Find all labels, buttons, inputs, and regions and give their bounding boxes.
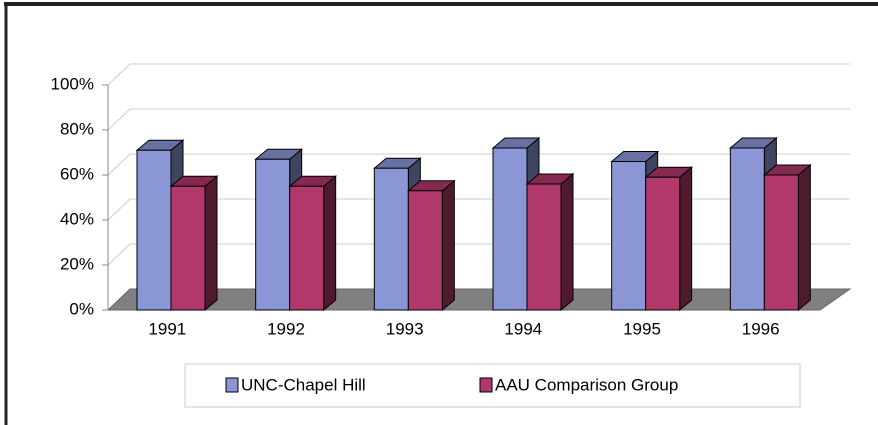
y-tick-label: 80% (60, 119, 94, 138)
grid-line (107, 108, 850, 131)
bar-side (679, 166, 693, 312)
y-tick-label: 40% (60, 209, 94, 228)
y-tick-label: 60% (60, 164, 94, 183)
bar (763, 174, 799, 311)
grid-line (107, 153, 850, 176)
bar-side (323, 175, 337, 312)
bar (373, 167, 409, 311)
grid-line (107, 198, 850, 221)
grid-line (107, 243, 850, 266)
x-tick-label: 1991 (148, 319, 186, 338)
grid-line (107, 63, 850, 86)
x-tick-label: 1992 (267, 319, 305, 338)
legend-label: UNC-Chapel Hill (241, 375, 366, 394)
legend-swatch (479, 377, 493, 393)
bar-side (441, 179, 455, 312)
bar (407, 190, 443, 311)
x-tick-label: 1993 (386, 319, 424, 338)
bar (611, 161, 647, 311)
bar (255, 158, 291, 311)
bar-side (560, 172, 574, 312)
bar (170, 185, 206, 311)
bar (645, 176, 681, 311)
y-tick-label: 0% (69, 299, 94, 318)
bar (729, 147, 765, 311)
y-tick-label: 20% (60, 254, 94, 273)
x-tick-label: 1996 (742, 319, 780, 338)
bar-side (797, 163, 811, 312)
bar (289, 185, 325, 311)
bar (136, 149, 172, 311)
legend-swatch (225, 377, 239, 393)
x-tick-label: 1995 (623, 319, 661, 338)
bar-side (204, 175, 218, 312)
y-tick-label: 100% (51, 74, 94, 93)
legend-label: AAU Comparison Group (495, 375, 678, 394)
x-tick-label: 1994 (504, 319, 542, 338)
bar (492, 147, 528, 311)
bar (526, 183, 562, 311)
